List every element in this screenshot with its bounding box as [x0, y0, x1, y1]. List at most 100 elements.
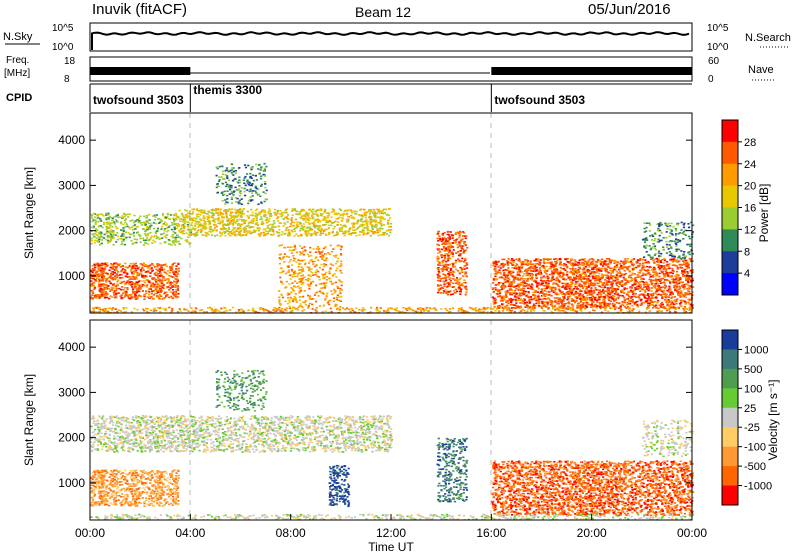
range-cell — [105, 288, 108, 290]
range-cell — [100, 242, 103, 245]
range-cell — [647, 269, 650, 272]
range-cell — [455, 232, 458, 234]
range-cell — [145, 290, 148, 292]
range-cell — [102, 279, 105, 282]
range-cell — [501, 303, 504, 306]
range-cell — [98, 283, 101, 286]
range-cell — [299, 281, 302, 283]
range-cell — [369, 230, 372, 232]
range-cell — [234, 208, 237, 211]
range-cell — [531, 263, 534, 265]
range-cell — [167, 296, 171, 299]
range-cell — [312, 208, 315, 211]
range-cell — [238, 185, 241, 187]
range-cell — [170, 228, 174, 231]
range-cell — [178, 236, 181, 239]
range-cell — [177, 267, 180, 270]
range-cell — [231, 223, 235, 225]
range-cell — [560, 300, 564, 303]
range-cell — [636, 288, 639, 290]
range-cell — [149, 268, 152, 270]
range-cell — [451, 251, 454, 254]
range-cell — [313, 224, 316, 226]
range-cell — [543, 293, 546, 295]
range-cell — [566, 293, 569, 295]
range-cell — [224, 203, 227, 205]
range-cell — [163, 271, 166, 273]
range-cell — [555, 277, 558, 280]
range-cell — [108, 240, 111, 243]
range-cell — [631, 274, 634, 276]
range-cell — [332, 282, 335, 285]
range-cell — [576, 280, 580, 283]
range-cell — [554, 293, 557, 295]
range-cell — [536, 299, 540, 302]
range-cell — [650, 283, 654, 286]
range-cell — [156, 236, 159, 238]
range-cell — [596, 259, 599, 261]
range-cell — [517, 277, 520, 279]
range-cell — [554, 261, 557, 263]
range-cell — [553, 269, 557, 271]
range-cell — [290, 210, 293, 212]
range-cell — [522, 292, 525, 295]
range-cell — [120, 294, 123, 296]
range-cell — [600, 295, 603, 298]
range-cell — [588, 258, 591, 261]
range-cell — [144, 230, 147, 233]
range-cell — [146, 221, 149, 224]
range-cell — [283, 211, 286, 214]
range-cell — [642, 301, 646, 304]
range-cell — [447, 282, 450, 284]
range-cell — [102, 278, 105, 280]
range-cell — [266, 232, 269, 235]
range-cell — [331, 208, 334, 210]
range-cell — [102, 215, 105, 217]
range-cell — [200, 230, 203, 232]
range-cell — [546, 302, 549, 304]
range-cell — [278, 231, 281, 234]
range-cell — [662, 262, 665, 264]
range-cell — [221, 170, 224, 173]
range-cell — [322, 282, 325, 284]
range-cell — [589, 299, 592, 301]
range-cell — [303, 218, 306, 221]
range-cell — [208, 223, 211, 226]
range-cell — [225, 216, 229, 219]
range-cell — [91, 265, 94, 267]
range-cell — [293, 273, 296, 275]
range-cell — [437, 249, 440, 251]
range-cell — [631, 290, 634, 292]
range-cell — [144, 274, 147, 277]
range-cell — [303, 301, 306, 304]
range-cell — [314, 265, 317, 268]
range-cell — [461, 257, 464, 260]
range-cell — [335, 269, 338, 272]
range-cell — [129, 298, 132, 300]
range-cell — [176, 280, 179, 283]
range-cell — [339, 224, 342, 226]
range-cell — [623, 269, 626, 272]
range-cell — [224, 181, 227, 184]
range-cell — [318, 229, 321, 231]
range-cell — [335, 296, 338, 299]
range-cell — [141, 276, 144, 278]
range-cell — [147, 222, 151, 225]
range-cell — [634, 279, 637, 281]
range-cell — [143, 232, 147, 235]
range-cell — [443, 256, 446, 258]
range-cell — [650, 269, 653, 271]
range-cell — [376, 229, 379, 232]
range-cell — [659, 279, 663, 282]
range-cell — [534, 290, 538, 292]
range-cell — [216, 219, 220, 222]
range-cell — [94, 222, 97, 224]
range-cell — [134, 286, 137, 288]
range-cell — [295, 226, 298, 229]
range-cell — [323, 210, 326, 212]
range-cell — [96, 234, 99, 236]
range-cell — [246, 210, 249, 213]
range-cell — [223, 193, 226, 196]
range-cell — [136, 273, 139, 276]
range-cell — [655, 281, 658, 283]
